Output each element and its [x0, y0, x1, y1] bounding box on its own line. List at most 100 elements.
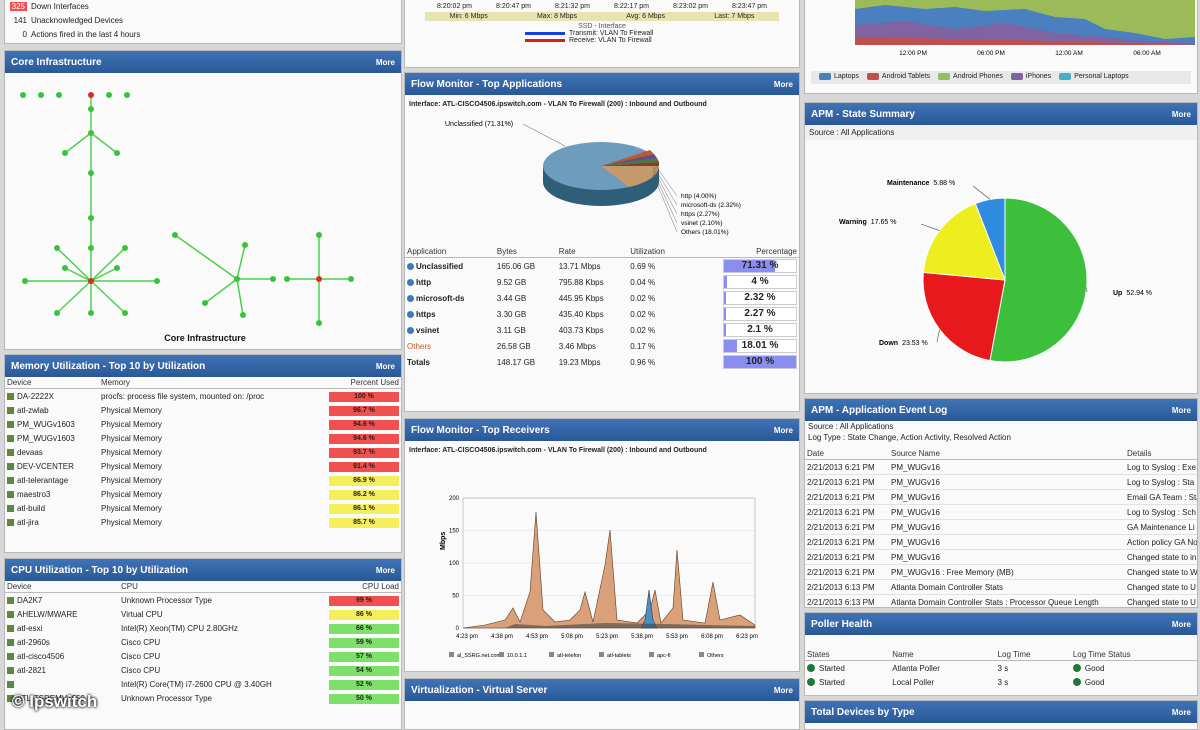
app-cell[interactable]: microsoft-ds	[405, 290, 495, 306]
log-source[interactable]: PM_WUGv16	[889, 550, 1125, 565]
device-cell[interactable]: DA-2222X	[5, 389, 99, 404]
app-name[interactable]: Others	[407, 342, 431, 351]
app-cell[interactable]: http	[405, 274, 495, 290]
network-nodes[interactable]	[20, 92, 354, 326]
device-name[interactable]: atl-jira	[17, 518, 39, 527]
app-name[interactable]: Unclassified	[416, 262, 463, 271]
device-name[interactable]: maestro3	[17, 490, 50, 499]
app-cell[interactable]: https	[405, 306, 495, 322]
poller-name[interactable]: Atlanta Poller	[890, 661, 995, 676]
log-source[interactable]: Atlanta Domain Controller Stats	[889, 580, 1125, 595]
log-source[interactable]: PM_WUGv16	[889, 475, 1125, 490]
device-cell[interactable]	[5, 677, 119, 691]
more-link[interactable]: More	[774, 426, 793, 435]
device-cell[interactable]: atl-esxi	[5, 621, 119, 635]
log-source[interactable]: PM_WUGv16	[889, 490, 1125, 505]
device-cell[interactable]: atl-cisco4506	[5, 649, 119, 663]
network-down-nodes[interactable]	[88, 92, 322, 284]
device-name[interactable]: atl-2821	[17, 666, 46, 675]
more-link[interactable]: More	[1172, 708, 1191, 717]
more-link[interactable]: More	[1172, 406, 1191, 415]
log-source[interactable]: PM_WUGv16	[889, 520, 1125, 535]
device-name[interactable]: DEV-VCENTER	[17, 462, 74, 471]
device-cell[interactable]: atl-build	[5, 501, 99, 515]
app-name[interactable]: vsinet	[416, 326, 439, 335]
device-name[interactable]: AHELW/MWARE	[17, 610, 77, 619]
device-name[interactable]: atl-esxi	[17, 624, 42, 633]
legend-item[interactable]: Laptops	[819, 73, 859, 80]
device-name[interactable]: PM_WUGv1603	[17, 420, 75, 429]
device-name[interactable]: devaas	[17, 448, 43, 457]
app-cell[interactable]: Totals	[405, 354, 495, 370]
unack-devices-link[interactable]: Unacknowledged Devices	[29, 13, 401, 27]
legend-item[interactable]: iPhones	[1011, 73, 1051, 80]
device-cell[interactable]: PM_WUGv1603	[5, 417, 99, 431]
device-name[interactable]: PM_WUGv1603	[17, 434, 75, 443]
more-link[interactable]: More	[774, 686, 793, 695]
device-name[interactable]: atl-zwlab	[17, 406, 49, 415]
device-cell[interactable]: DEV-VCENTER	[5, 459, 99, 473]
more-link[interactable]: More	[1172, 110, 1191, 119]
pie-slice-down[interactable]	[923, 272, 1005, 360]
device-cell[interactable]: devaas	[5, 445, 99, 459]
device-name[interactable]: atl-cisco4506	[17, 652, 64, 661]
device-cell[interactable]: atl-zwlab	[5, 403, 99, 417]
more-link[interactable]: More	[376, 566, 395, 575]
app-name[interactable]: https	[416, 310, 436, 319]
app-cell[interactable]: Others	[405, 338, 495, 354]
legend-item[interactable]: Personal Laptops	[1059, 73, 1128, 80]
log-source[interactable]: PM_WUGv16	[889, 460, 1125, 475]
app-name[interactable]: microsoft-ds	[416, 294, 464, 303]
device-cell[interactable]: atl-2821	[5, 663, 119, 677]
device-cell[interactable]: atl-2960s	[5, 635, 119, 649]
app-name[interactable]: http	[416, 278, 431, 287]
poller-name[interactable]: Local Poller	[890, 675, 995, 689]
device-name[interactable]: DA-2222X	[17, 392, 54, 401]
app-cell[interactable]: vsinet	[405, 322, 495, 338]
legend-item[interactable]: Android Phones	[938, 73, 1003, 80]
device-name[interactable]: atl-telerantage	[17, 476, 68, 485]
more-link[interactable]: More	[1172, 620, 1191, 629]
device-name[interactable]: DA2K7	[17, 596, 42, 605]
app-cell[interactable]: Unclassified	[405, 258, 495, 275]
app-name[interactable]: Totals	[407, 358, 430, 367]
log-source[interactable]: PM_WUGv16	[889, 505, 1125, 520]
actions-fired-link[interactable]: Actions fired in the last 4 hours	[29, 27, 401, 41]
more-link[interactable]: More	[774, 80, 793, 89]
legend-item[interactable]: Android Tablets	[867, 73, 930, 80]
device-cell[interactable]: atl-jira	[5, 515, 99, 529]
down-interfaces-link[interactable]: Down Interfaces	[29, 0, 401, 13]
device-cell[interactable]: maestro3	[5, 487, 99, 501]
log-source[interactable]: PM_WUGv16 : Free Memory (MB)	[889, 565, 1125, 580]
log-source[interactable]: Atlanta Domain Controller Stats : Proces…	[889, 595, 1125, 609]
device-cell[interactable]: DA2K7	[5, 593, 119, 608]
